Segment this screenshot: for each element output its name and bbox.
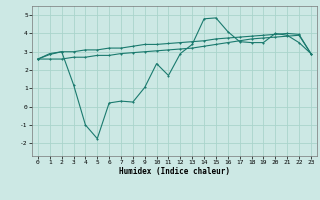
X-axis label: Humidex (Indice chaleur): Humidex (Indice chaleur) [119,167,230,176]
